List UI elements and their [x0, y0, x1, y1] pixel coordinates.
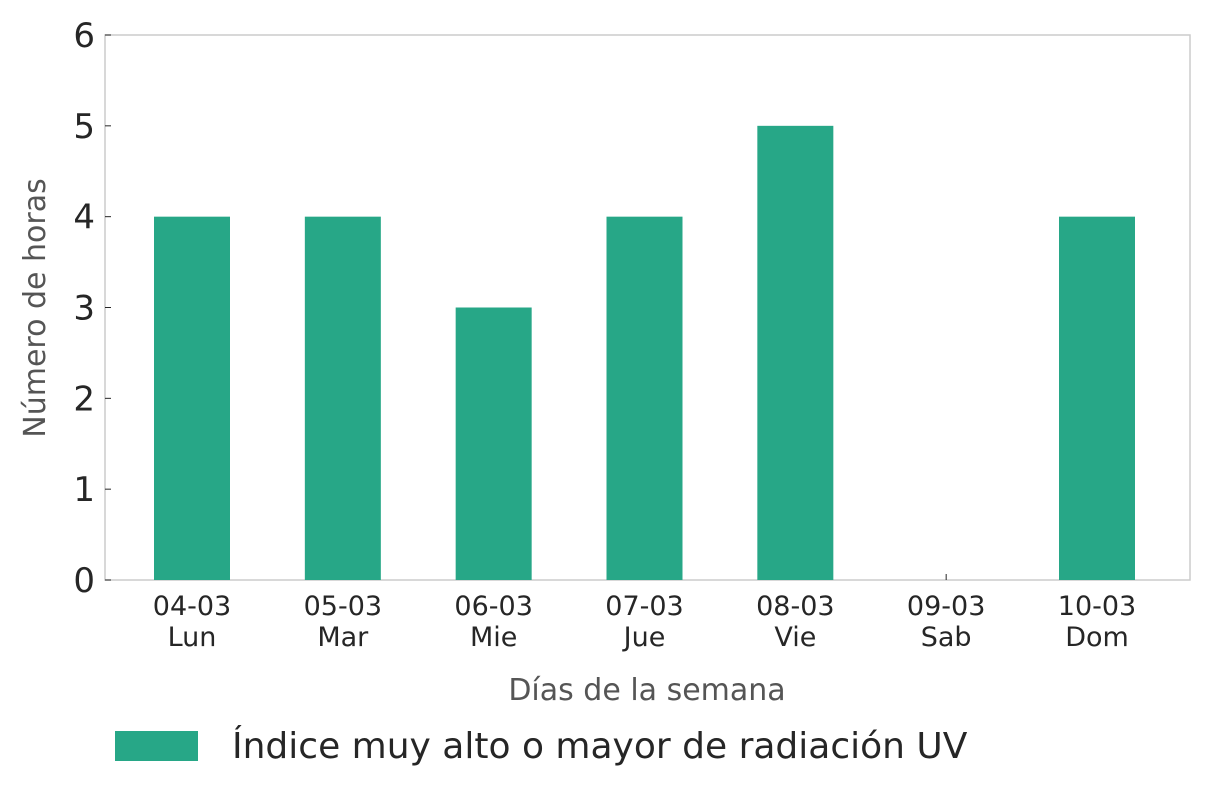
x-tick-label: 07-03 Jue — [605, 591, 683, 653]
x-tick-label: 05-03 Mar — [304, 591, 382, 653]
legend-label: Índice muy alto o mayor de radiación UV — [232, 725, 968, 767]
bar — [1059, 216, 1135, 580]
y-tick-label: 1 — [73, 470, 95, 510]
bar — [455, 307, 532, 580]
x-tick-label: 08-03 Vie — [756, 591, 834, 653]
y-tick-label: 0 — [73, 561, 95, 601]
y-axis-label: Número de horas — [18, 178, 53, 437]
y-tick-label: 6 — [73, 16, 95, 56]
y-tick-label: 5 — [73, 107, 95, 147]
legend-swatch — [115, 731, 198, 761]
y-tick-label: 4 — [73, 198, 95, 238]
x-tick-label: 06-03 Mie — [454, 591, 532, 653]
y-tick-label: 3 — [73, 289, 95, 329]
x-tick-label: 04-03 Lun — [153, 591, 231, 653]
bar — [606, 216, 683, 580]
x-tick-label: 09-03 Sab — [907, 591, 985, 653]
y-tick-label: 2 — [73, 379, 95, 419]
bar — [757, 125, 834, 580]
x-axis-label: Días de la semana — [508, 673, 785, 708]
bar — [154, 216, 230, 580]
x-tick-label: 10-03 Dom — [1058, 591, 1136, 653]
bar — [304, 216, 381, 580]
